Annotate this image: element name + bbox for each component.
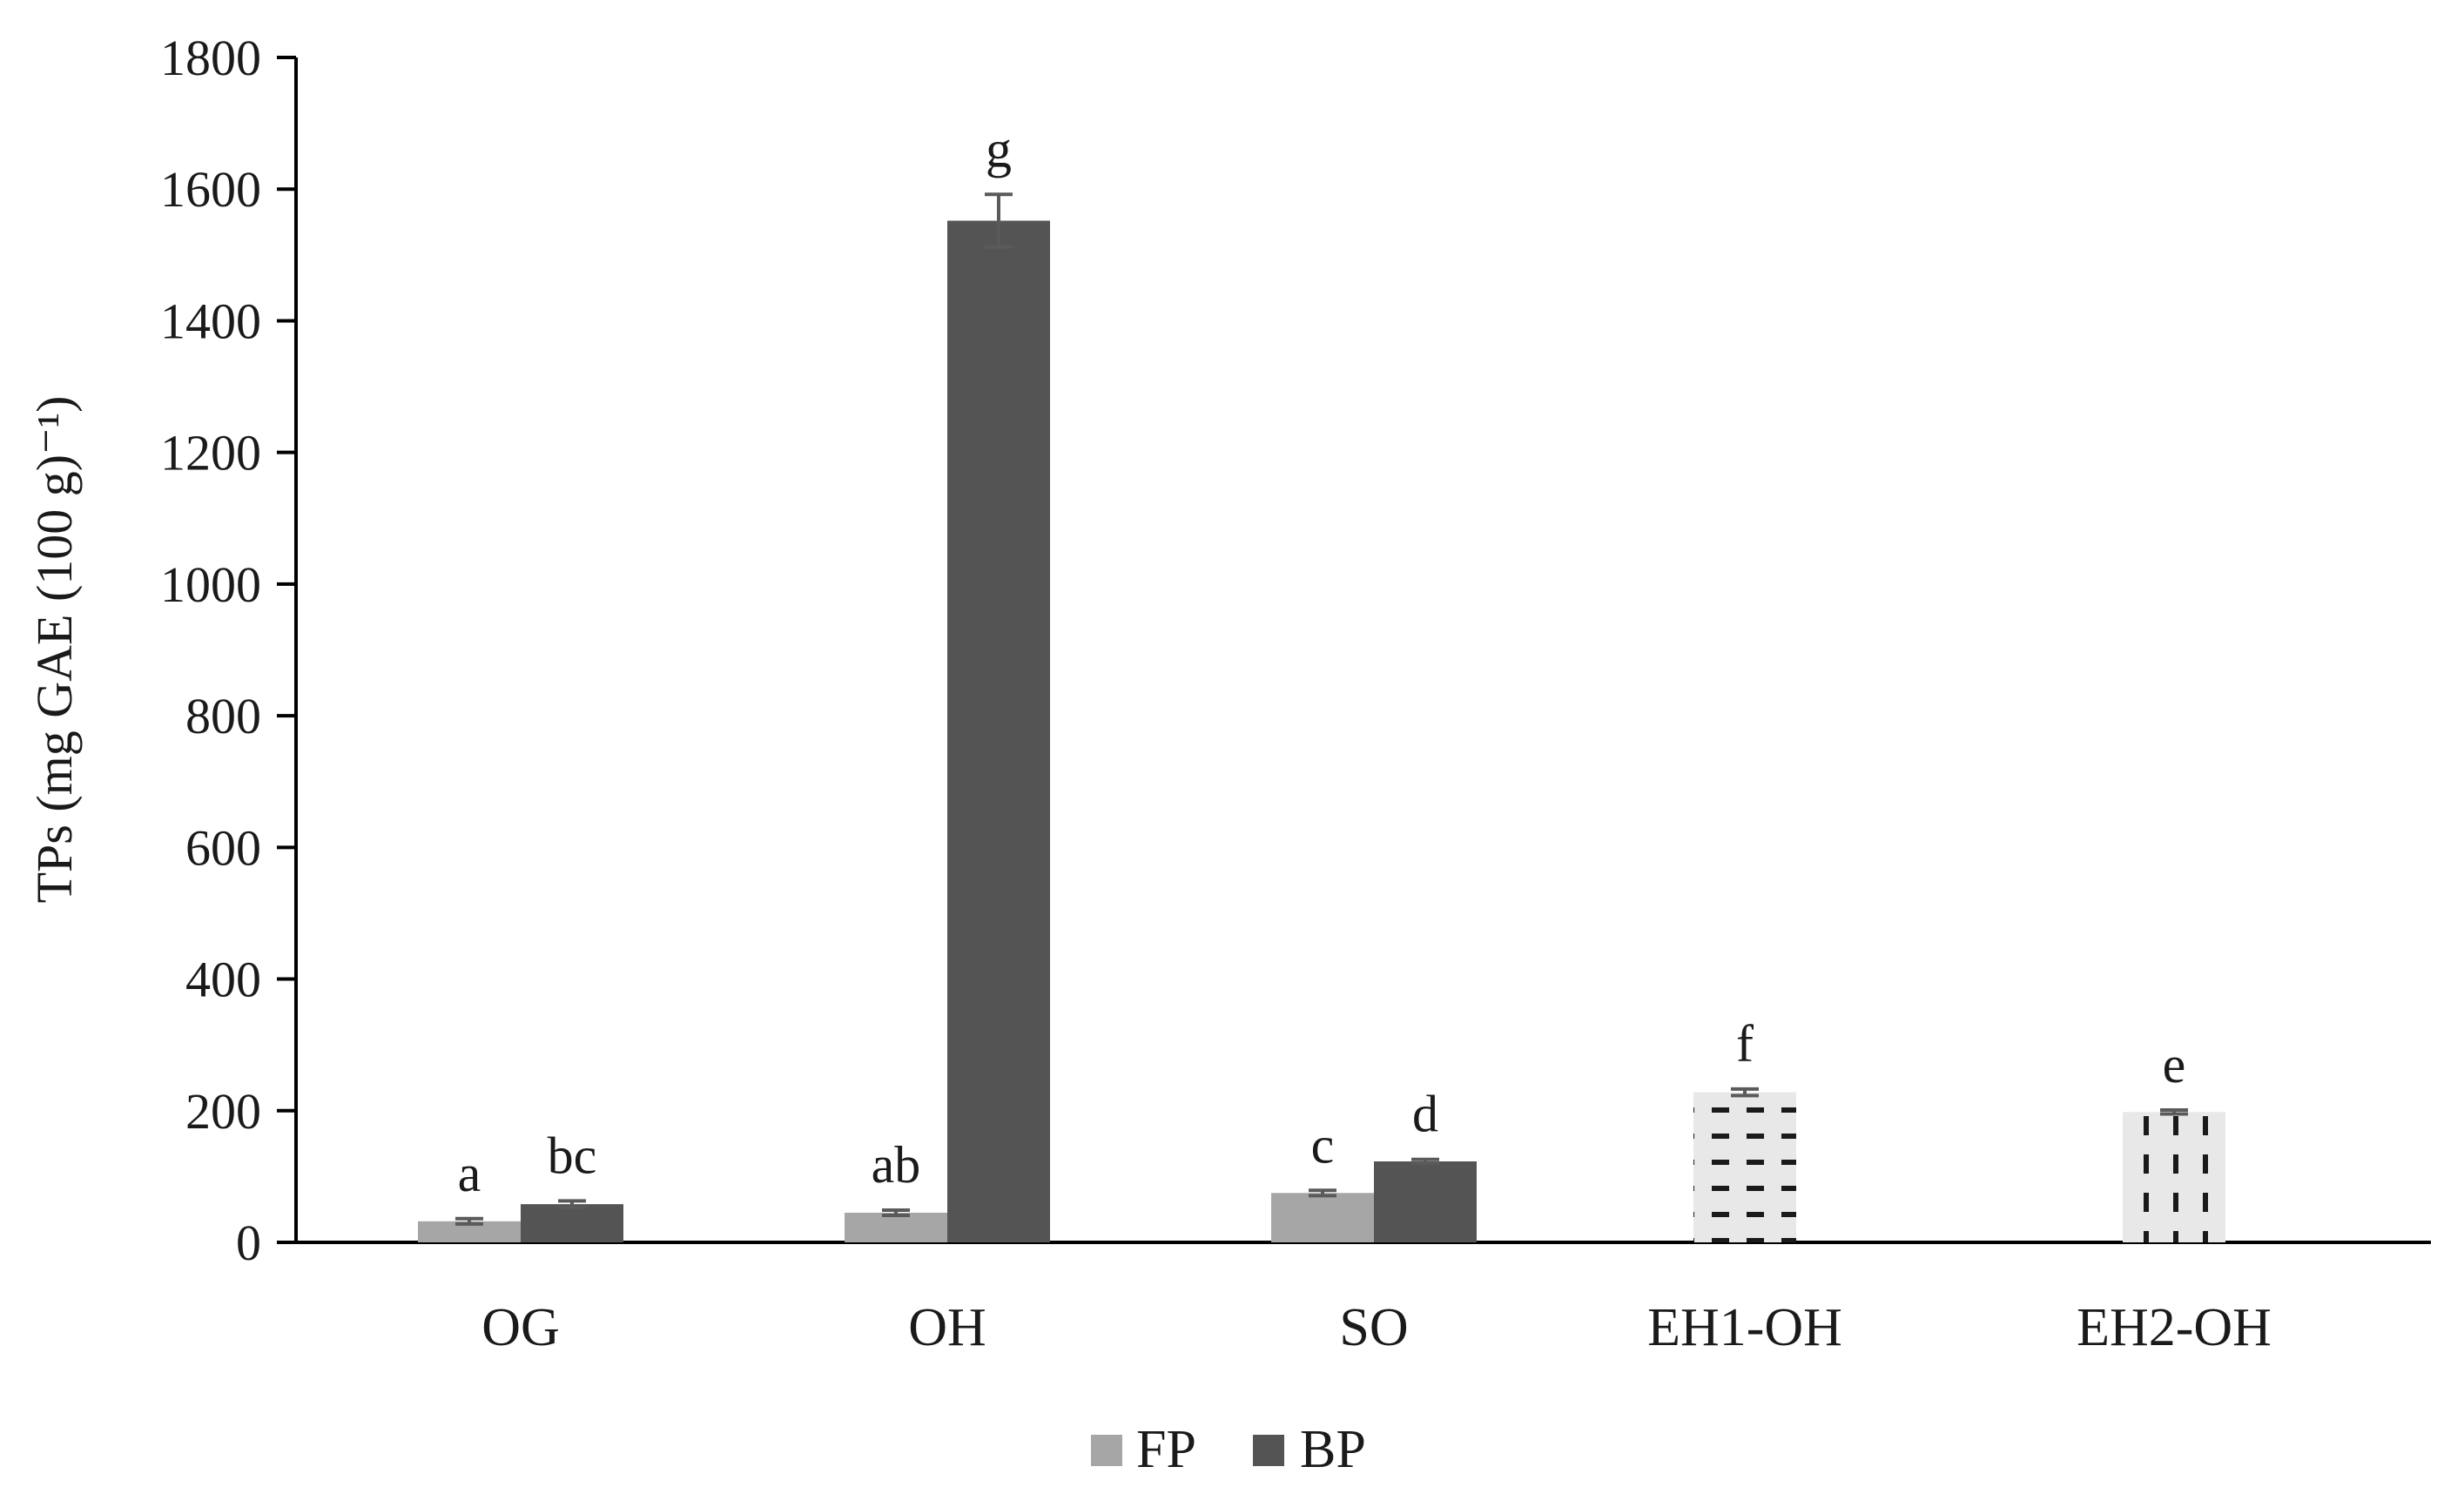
category-label: EH2-OH — [2077, 1298, 2272, 1357]
y-tick-label: 1800 — [160, 30, 261, 86]
y-axis-title: TPs (mg GAE (100 g)⁻¹) — [26, 396, 83, 904]
legend-swatch-fp — [1091, 1435, 1122, 1466]
category-label: SO — [1339, 1298, 1408, 1357]
y-tick-label: 600 — [185, 819, 261, 876]
significance-label: d — [1412, 1086, 1438, 1143]
y-tick-label: 1200 — [160, 425, 261, 481]
legend-swatch-bp — [1253, 1435, 1284, 1466]
significance-label: a — [458, 1145, 481, 1202]
significance-label: ab — [872, 1136, 921, 1194]
bars: a ab c bc g d f e — [418, 120, 2225, 1243]
category-label: OH — [908, 1298, 986, 1357]
significance-label: f — [1736, 1015, 1754, 1073]
bar-bp — [947, 220, 1050, 1243]
y-tick-label: 0 — [236, 1214, 261, 1271]
bar-bp — [1374, 1161, 1477, 1242]
significance-label: g — [986, 120, 1012, 178]
y-axis: 0 200 400 600 800 1000 1200 1400 1600 1800 — [160, 30, 298, 1271]
y-tick-label: 1400 — [160, 293, 261, 349]
significance-label: bc — [548, 1127, 597, 1184]
category-labels: OG OH SO EH1-OH EH2-OH — [481, 1298, 2272, 1357]
significance-label: e — [2163, 1036, 2186, 1093]
y-tick-label: 400 — [185, 952, 261, 1008]
y-tick-label: 1000 — [160, 556, 261, 613]
legend-label-bp: BP — [1300, 1420, 1366, 1479]
bar-fp — [1271, 1193, 1374, 1242]
legend-label-fp: FP — [1136, 1420, 1196, 1479]
y-tick-label: 800 — [185, 688, 261, 744]
bar-fp — [845, 1212, 947, 1242]
legend: FP BP — [1091, 1420, 1366, 1479]
y-ticks: 0 200 400 600 800 1000 1200 1400 1600 1800 — [160, 30, 296, 1271]
y-tick-label: 1600 — [160, 161, 261, 218]
category-label: OG — [481, 1298, 560, 1357]
bar-eh2-oh — [2123, 1112, 2225, 1242]
y-tick-label: 200 — [185, 1083, 261, 1140]
significance-label: c — [1311, 1116, 1335, 1174]
bar-eh1-oh — [1693, 1092, 1796, 1242]
category-label: EH1-OH — [1647, 1298, 1842, 1357]
bar-bp — [521, 1204, 623, 1242]
